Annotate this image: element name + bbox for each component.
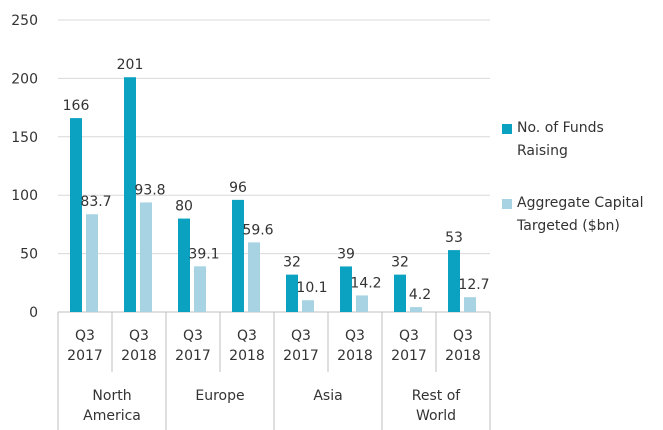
bar [70, 118, 82, 312]
data-label: 53 [445, 230, 463, 246]
legend-swatch [502, 199, 512, 209]
data-label: 14.2 [350, 275, 381, 291]
data-label: 10.1 [296, 280, 327, 296]
bar [140, 202, 152, 312]
bar [124, 77, 136, 313]
group-label: Asia [313, 388, 343, 404]
bar [340, 266, 352, 312]
y-tick-label: 100 [11, 188, 38, 204]
data-label: 201 [117, 57, 144, 73]
data-label: 166 [63, 98, 90, 114]
data-label: 83.7 [80, 194, 111, 210]
legend-label: Aggregate Capital Targeted ($bn) [517, 195, 644, 234]
legend-swatch [502, 124, 512, 134]
bar [248, 242, 260, 312]
bar [232, 199, 244, 312]
y-tick-label: 150 [11, 130, 38, 146]
bar [194, 266, 206, 312]
data-label: 39.1 [188, 246, 219, 262]
x-tick-label: Q3 2017 [175, 328, 211, 364]
x-tick-label: Q3 2018 [229, 328, 265, 364]
group-label: Rest of World [411, 388, 461, 424]
data-label: 12.7 [458, 277, 489, 293]
y-tick-label: 50 [20, 247, 38, 263]
bar [302, 300, 314, 312]
bar [286, 274, 298, 312]
x-tick-label: Q3 2017 [67, 328, 103, 364]
data-label: 93.8 [134, 182, 165, 198]
x-tick-label: Q3 2018 [121, 328, 157, 364]
group-label: Europe [195, 388, 245, 404]
data-label: 96 [229, 180, 247, 196]
x-tick-label: Q3 2018 [337, 328, 373, 364]
x-tick-label: Q3 2017 [283, 328, 319, 364]
data-label: 32 [283, 255, 301, 271]
legend-label: No. of Funds Raising [517, 120, 604, 159]
bar [178, 218, 190, 312]
x-tick-label: Q3 2018 [445, 328, 481, 364]
bar [410, 307, 422, 312]
data-label: 80 [175, 199, 193, 215]
bar [86, 214, 98, 312]
bar [464, 297, 476, 312]
data-label: 32 [391, 255, 409, 271]
y-tick-label: 0 [29, 305, 38, 321]
group-label: North America [83, 388, 141, 424]
data-label: 4.2 [409, 287, 431, 303]
y-tick-label: 250 [11, 13, 38, 29]
data-label: 59.6 [242, 222, 273, 238]
bar [394, 274, 406, 312]
y-tick-label: 200 [11, 71, 38, 87]
x-tick-label: Q3 2017 [391, 328, 427, 364]
data-label: 39 [337, 246, 355, 262]
bar [448, 250, 460, 312]
bar [356, 295, 368, 312]
